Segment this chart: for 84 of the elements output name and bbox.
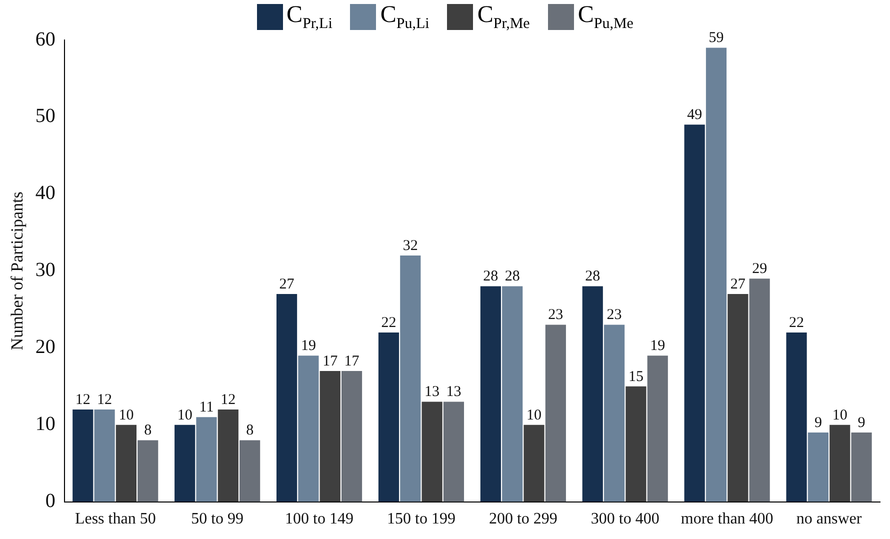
data-label: 27 (279, 276, 295, 292)
data-label: 19 (300, 338, 316, 354)
data-label: 19 (650, 338, 666, 354)
data-label: 28 (585, 268, 600, 285)
bar (240, 440, 260, 502)
data-label: 9 (858, 414, 866, 431)
bar (320, 370, 340, 502)
y-tick-label: 40 (35, 182, 56, 204)
bar (786, 332, 807, 502)
data-label: 10 (177, 407, 192, 424)
x-tick-label: 150 to 199 (387, 510, 456, 528)
data-label: 15 (628, 368, 644, 385)
bar (341, 370, 362, 502)
bar (196, 417, 217, 502)
legend-label: C$_{Pr,Li}$ (286, 2, 332, 33)
data-label: 8 (246, 422, 254, 439)
legend-label: C$_{Pu,Me}$ (578, 2, 634, 33)
y-tick-label: 20 (35, 336, 56, 358)
bar (174, 424, 196, 502)
bar (116, 424, 136, 502)
data-label: 11 (199, 400, 214, 416)
bar (582, 286, 603, 502)
data-label: 22 (789, 314, 804, 331)
bar (830, 424, 850, 502)
bar (749, 278, 770, 502)
bar (378, 332, 400, 502)
data-label: 12 (75, 392, 90, 408)
x-tick-label: 200 to 299 (488, 510, 558, 528)
data-label: 9 (814, 414, 822, 431)
data-label: 29 (752, 261, 768, 278)
bar (480, 286, 501, 502)
bar (524, 424, 544, 502)
data-label: 10 (832, 407, 848, 424)
x-tick-label: 50 to 99 (191, 510, 244, 528)
data-label: 10 (118, 407, 134, 424)
data-label: 10 (526, 407, 542, 424)
bar (647, 356, 668, 502)
x-tick-label: Less than 50 (74, 510, 156, 528)
bar (545, 324, 566, 502)
y-tick-label: 60 (35, 28, 56, 50)
data-label: 59 (708, 30, 724, 46)
bar (298, 356, 319, 502)
data-label: 23 (548, 307, 564, 324)
data-label: 28 (504, 268, 520, 285)
data-label: 23 (606, 307, 622, 324)
x-tick-label: 300 to 400 (590, 510, 660, 528)
data-label: 8 (144, 422, 152, 439)
y-tick-label: 30 (35, 259, 56, 282)
x-tick-label: 100 to 149 (285, 510, 354, 528)
y-tick-label: 50 (35, 105, 56, 128)
bar (138, 440, 158, 502)
x-tick-label: more than 400 (680, 510, 774, 528)
data-label: 13 (446, 384, 462, 400)
bar (684, 124, 705, 502)
bar (626, 386, 646, 502)
legend-label: C$_{Pu,Li}$ (380, 2, 430, 33)
bar (851, 432, 872, 502)
bar (728, 294, 748, 502)
bar (443, 402, 464, 502)
data-label: 12 (220, 392, 236, 408)
bar (808, 432, 828, 502)
bar (218, 409, 238, 502)
bar (400, 256, 421, 502)
data-label: 27 (730, 276, 746, 292)
data-label: 12 (97, 392, 112, 408)
bar (72, 409, 94, 502)
bar (502, 286, 523, 502)
x-tick-label: no answer (796, 510, 862, 528)
data-label: 22 (381, 314, 396, 331)
data-label: 17 (344, 353, 360, 370)
data-label: 49 (687, 107, 702, 124)
bar (422, 402, 442, 502)
data-label: 32 (402, 238, 418, 254)
bar (604, 324, 625, 502)
bar (706, 48, 727, 502)
data-label: 17 (322, 353, 338, 370)
y-tick-label: 0 (45, 490, 56, 512)
bar (94, 409, 115, 502)
data-label: 13 (424, 384, 440, 400)
y-axis-title: Number of Participants (8, 192, 27, 350)
bar (276, 294, 298, 502)
data-label: 28 (483, 268, 498, 285)
y-tick-label: 10 (35, 413, 56, 436)
legend-label: C$_{Pr,Me}$ (477, 2, 530, 33)
